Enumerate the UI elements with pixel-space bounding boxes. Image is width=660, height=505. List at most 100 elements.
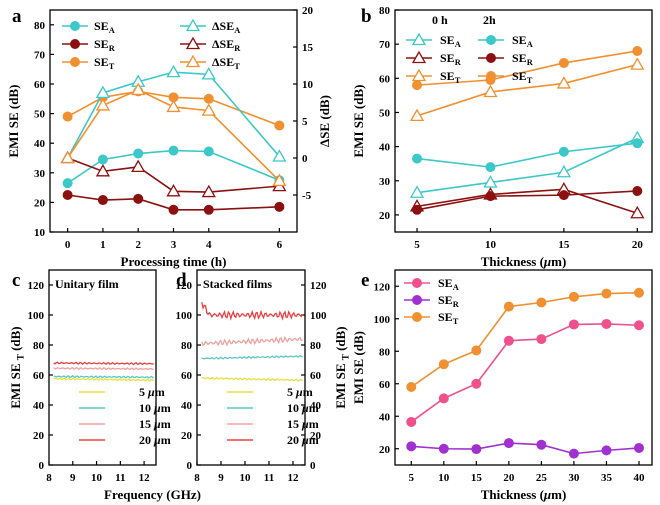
data-point (95, 164, 111, 177)
legend-label: 15 μm (139, 417, 171, 431)
data-point (97, 195, 108, 206)
x-tick-label: 8 (194, 472, 200, 484)
y-tick-label: 30 (34, 168, 46, 180)
data-point (272, 149, 287, 162)
y-tick-label: 120 (28, 280, 45, 292)
data-point (601, 445, 612, 456)
data-point (95, 85, 111, 99)
y-tick-label: 100 (374, 314, 391, 326)
legend-entry: SER (404, 293, 460, 309)
y-tick-label: 120 (176, 280, 193, 292)
data-point (438, 393, 449, 404)
x-axis-label: Thickness (μm) (481, 487, 567, 502)
legend-entry: SEA (62, 19, 115, 35)
data-point (438, 359, 449, 370)
x-tick-label: 35 (601, 472, 613, 484)
series-5-m (201, 376, 304, 382)
data-point (556, 164, 572, 178)
data-point (60, 150, 75, 164)
series-ser (412, 186, 643, 215)
y-right-tick-label: 100 (310, 310, 327, 322)
data-point (471, 444, 482, 455)
series-sea (406, 318, 644, 427)
legend-entry: 15 μm (227, 417, 319, 431)
series-20-m (53, 361, 154, 366)
series-ser (62, 190, 285, 215)
y-tick-label: 80 (379, 346, 391, 358)
series-line (201, 376, 304, 382)
x-tick-label: 9 (218, 472, 224, 484)
x-tick-label: 30 (568, 472, 580, 484)
y-tick-label: 60 (34, 79, 46, 91)
data-point (568, 448, 579, 459)
y-tick-label: 80 (33, 340, 45, 352)
legend-entry: SEA (404, 276, 459, 292)
legend-entry: ΔSER (180, 36, 241, 53)
legend-entry: ΔSET (180, 54, 240, 71)
x-tick-label: 8 (46, 472, 52, 484)
data-point (272, 173, 287, 187)
panel-letter: c (12, 270, 20, 291)
data-point (471, 345, 482, 356)
series-line (66, 71, 280, 159)
legend-label: SET (512, 69, 533, 85)
y-tick-label: 0 (187, 460, 193, 472)
legend-entry: 15 μm (79, 417, 171, 431)
series-set (406, 287, 644, 392)
legend-entry: SEA (406, 32, 461, 49)
legend-entry: 20 μm (227, 433, 319, 447)
y-tick-label: 70 (34, 49, 46, 61)
series-15-m (53, 366, 154, 371)
x-tick-label: 4 (206, 239, 212, 251)
y-tick-label: 120 (374, 281, 391, 293)
data-point (438, 443, 449, 454)
y-tick-label: 20 (379, 210, 391, 222)
series-20-m (201, 301, 304, 321)
data-point (536, 297, 547, 308)
legend-marker (411, 68, 427, 82)
legend-marker (185, 18, 201, 32)
legend-label: SER (440, 51, 462, 67)
series-line (66, 89, 280, 182)
legend-label: 20 μm (287, 433, 319, 447)
data-point (630, 57, 645, 70)
panel-title: Unitary film (55, 277, 119, 291)
plot-frame (394, 9, 653, 233)
data-point (203, 93, 214, 104)
y-tick-label: 20 (33, 430, 45, 442)
data-point (471, 378, 482, 389)
y-tick-label: 0 (39, 460, 45, 472)
legend-label: SER (94, 37, 116, 53)
data-point (412, 153, 423, 164)
data-point (412, 204, 423, 215)
data-point (166, 64, 181, 78)
data-point (201, 184, 216, 198)
data-point (485, 191, 496, 202)
data-point (406, 382, 417, 392)
y-right-tick-label: 80 (310, 340, 322, 352)
data-point (62, 111, 73, 122)
legend-label: SEA (440, 33, 461, 49)
x-tick-label: 10 (91, 472, 103, 484)
data-point (409, 108, 425, 122)
legend-entry: SET (478, 69, 533, 85)
legend-label: SER (438, 293, 460, 309)
data-point (166, 99, 181, 113)
legend-entry: ΔSEA (180, 18, 240, 35)
legend-entry: SEA (478, 33, 533, 49)
data-point (483, 175, 498, 188)
x-axis-label: Thickness (μm) (481, 254, 567, 269)
y-tick-label: 100 (176, 310, 193, 322)
legend-entry: 5 μm (79, 385, 165, 399)
data-point (556, 76, 572, 89)
x-tick-label: 10 (485, 239, 497, 251)
legend-label: ΔSEA (212, 19, 240, 35)
y-tick-label: 20 (379, 444, 391, 456)
x-tick-label: 20 (503, 472, 515, 484)
x-tick-label: 12 (288, 472, 300, 484)
data-point (168, 204, 179, 215)
legend-label: SER (512, 51, 534, 67)
panel-d: d8 9 10 11 12020406080100120020406080100120E… (176, 269, 350, 484)
series-10-m (201, 354, 303, 360)
